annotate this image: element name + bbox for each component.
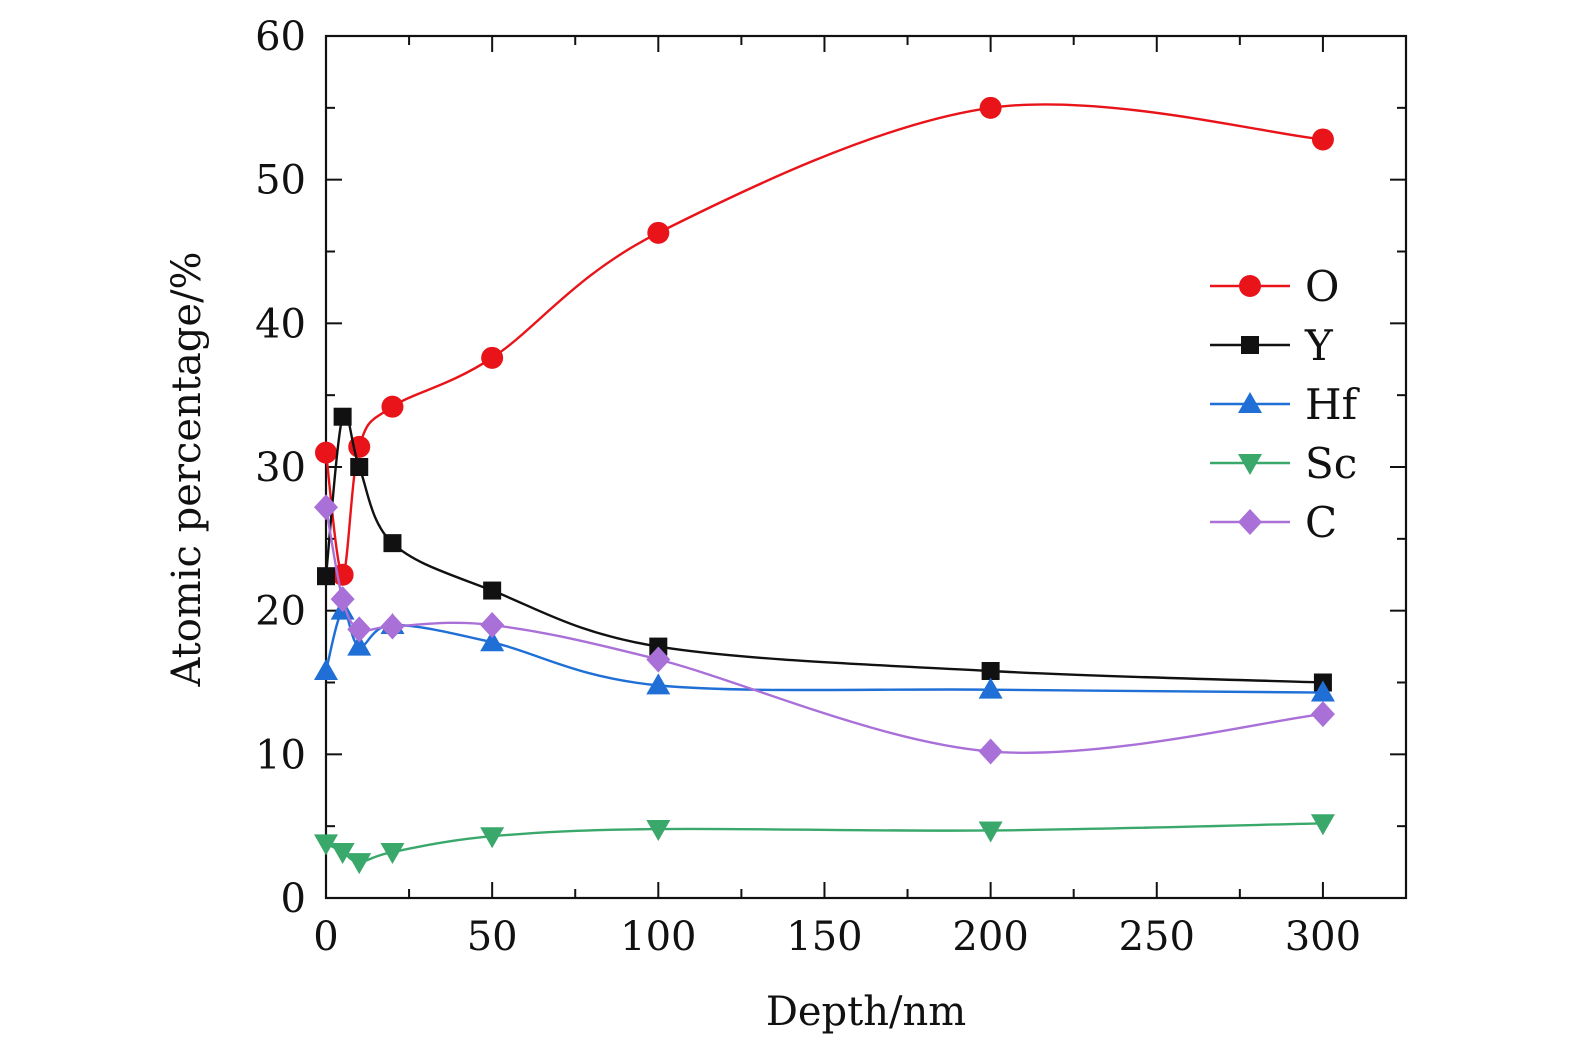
- series-c: [314, 494, 1335, 765]
- data-point-c: [1310, 701, 1335, 728]
- legend-label: Hf: [1305, 380, 1361, 429]
- data-point-c: [314, 494, 338, 521]
- data-point-o: [381, 395, 404, 418]
- x-tick-label: 200: [952, 914, 1028, 960]
- series-line-o: [324, 103, 1324, 576]
- legend-marker: [1239, 275, 1261, 297]
- x-tick-label: 150: [786, 914, 862, 960]
- data-point-sc: [330, 843, 355, 865]
- series-sc: [314, 814, 1335, 875]
- data-point-y: [350, 458, 369, 476]
- data-point-hf: [646, 673, 671, 695]
- legend-item-c: C: [1210, 498, 1337, 547]
- x-tick-label: 250: [1119, 914, 1195, 960]
- data-point-hf: [347, 634, 372, 656]
- data-point-y: [981, 662, 1000, 681]
- data-point-sc: [646, 820, 671, 842]
- data-point-sc: [978, 821, 1003, 843]
- x-tick-label: 100: [620, 914, 696, 960]
- series-line-y: [324, 411, 1323, 684]
- series-o: [315, 96, 1334, 586]
- series-line-c: [324, 507, 1324, 754]
- data-point-sc: [380, 843, 405, 865]
- data-point-sc: [480, 827, 505, 849]
- series-y: [317, 407, 1332, 692]
- series-line-sc: [325, 822, 1323, 864]
- y-tick-label: 40: [255, 301, 306, 347]
- data-point-o: [1311, 128, 1334, 151]
- data-point-o: [979, 96, 1002, 119]
- data-point-hf: [978, 677, 1003, 699]
- data-point-c: [480, 612, 505, 639]
- data-point-y: [333, 407, 352, 426]
- data-point-c: [978, 738, 1003, 765]
- data-point-c: [380, 613, 405, 640]
- legend-item-y: Y: [1210, 321, 1334, 370]
- legend-label: Y: [1304, 321, 1334, 370]
- data-point-o: [481, 346, 504, 369]
- y-tick-label: 60: [255, 14, 306, 60]
- y-tick-label: 50: [255, 158, 306, 204]
- data-point-sc: [314, 834, 338, 856]
- y-tick-label: 10: [255, 732, 306, 778]
- y-tick-label: 0: [281, 876, 306, 922]
- x-tick-label: 0: [313, 914, 338, 960]
- x-axis-label: Depth/nm: [766, 989, 966, 1035]
- data-point-hf: [1310, 680, 1335, 702]
- legend-label: O: [1305, 262, 1339, 311]
- series-layer: [314, 96, 1335, 875]
- plot-frame: [324, 34, 1408, 900]
- y-tick-label: 30: [255, 445, 306, 491]
- data-point-c: [646, 646, 671, 673]
- legend-item-o: O: [1210, 262, 1339, 311]
- data-point-sc: [347, 853, 372, 875]
- data-point-c: [330, 586, 355, 613]
- data-point-c: [347, 616, 372, 643]
- legend-item-hf: Hf: [1210, 380, 1361, 429]
- axes: 0 50 100 150 200 250 300 0 10 20 30 40 50 60: [255, 14, 1408, 960]
- data-point-hf: [480, 630, 505, 652]
- legend-item-sc: Sc: [1210, 439, 1357, 488]
- x-tick-label: 300: [1285, 914, 1361, 960]
- data-point-y: [483, 581, 502, 600]
- data-point-o: [647, 221, 670, 244]
- data-point-y: [317, 567, 335, 586]
- legend-marker: [1238, 454, 1262, 475]
- x-tick-label: 50: [467, 914, 518, 960]
- data-point-hf: [314, 659, 338, 681]
- legend-label: C: [1305, 498, 1337, 547]
- series-hf: [314, 598, 1335, 702]
- y-tick-label: 20: [255, 589, 306, 635]
- data-point-o: [315, 441, 337, 464]
- legend: OY Hf Sc C: [1210, 262, 1361, 547]
- legend-marker: [1238, 509, 1262, 535]
- data-point-sc: [1310, 814, 1335, 836]
- y-axis-label: Atomic percentage/%: [164, 251, 210, 687]
- data-point-y: [383, 534, 402, 553]
- legend-marker: [1238, 392, 1262, 413]
- legend-label: Sc: [1305, 439, 1357, 488]
- legend-marker: [1241, 336, 1259, 354]
